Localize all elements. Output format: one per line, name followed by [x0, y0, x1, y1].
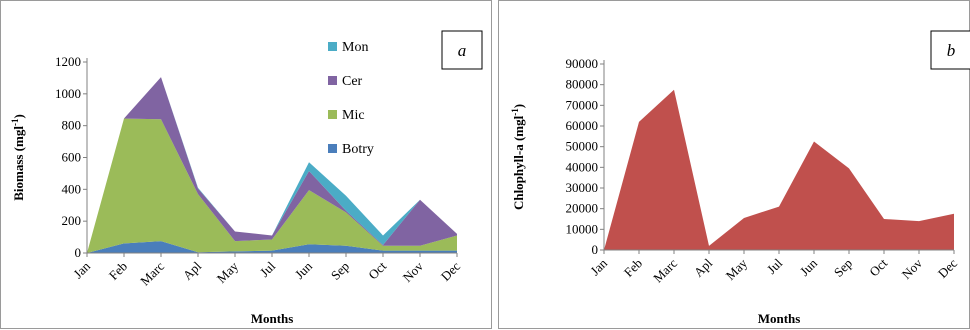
x-tick-label: Nov — [400, 258, 427, 285]
x-tick-label: Dec — [935, 255, 961, 281]
x-tick-label: Jul — [764, 255, 786, 277]
y-axis-title: Biomass (mgl-1) — [10, 114, 26, 201]
x-tick-label: Marc — [137, 258, 167, 288]
y-tick-label: 1200 — [55, 54, 81, 69]
x-tick-label: May — [214, 258, 242, 286]
x-tick-label: Apl — [691, 255, 716, 280]
legend-label-cer: Cer — [342, 74, 363, 89]
y-tick-label: 0 — [592, 242, 599, 257]
y-tick-label: 10000 — [566, 221, 599, 236]
panel-label-box — [930, 30, 970, 70]
x-tick-label: Nov — [899, 255, 926, 282]
x-tick-label: Jan — [587, 255, 610, 278]
y-tick-label: 1000 — [55, 86, 81, 101]
x-tick-label: Jun — [292, 258, 316, 282]
y-tick-label: 90000 — [566, 56, 599, 71]
x-axis-title: Months — [758, 311, 801, 326]
legend-swatch-botry — [328, 144, 337, 153]
panel-label: b — [947, 41, 956, 60]
y-axis-title-close: ) — [511, 104, 526, 108]
y-tick-label: 20000 — [566, 201, 599, 216]
chart-panel-b: 0 10000 20000 30000 40000 50000 60000 70000 8000… — [498, 0, 970, 329]
legend-label-mon: Mon — [342, 40, 368, 55]
y-axis-title-close: ) — [11, 114, 26, 118]
y-tick-label: 80000 — [566, 77, 599, 92]
area-series-chlorophyll — [604, 89, 954, 250]
area-series-botry — [87, 241, 457, 253]
x-tick-label: Feb — [621, 256, 645, 280]
y-axis-title-sup: -1 — [510, 108, 520, 116]
x-tick-label: Sep — [328, 259, 352, 283]
x-tick-label: Dec — [438, 258, 464, 284]
x-axis-title: Months — [251, 311, 294, 326]
y-tick-label: 400 — [62, 181, 82, 196]
y-tick-label: 600 — [62, 150, 82, 165]
area-series-mic — [87, 118, 457, 253]
x-tick-label: Jan — [70, 258, 93, 281]
y-axis-title-sup: -1 — [10, 118, 20, 126]
y-tick-label: 60000 — [566, 118, 599, 133]
legend-swatch-mon — [328, 42, 337, 51]
biomass-chart: 0 200 400 600 800 1000 1200 Jan Feb Marc Apl May Jul… — [10, 30, 483, 326]
x-tick-label: Apl — [180, 258, 205, 283]
panel-label: a — [458, 41, 467, 60]
y-tick-label: 50000 — [566, 139, 599, 154]
x-tick-label: Feb — [106, 259, 130, 283]
legend-swatch-mic — [328, 110, 337, 119]
legend-swatch-cer — [328, 76, 337, 85]
y-tick-label: 800 — [62, 118, 82, 133]
chart-panel-a: 0 200 400 600 800 1000 1200 Jan Feb Marc Apl May Jul… — [0, 0, 492, 329]
x-tick-label: Jul — [257, 258, 279, 280]
y-axis-title-main: Biomass (mgl — [11, 126, 26, 201]
y-tick-label: 30000 — [566, 180, 599, 195]
x-tick-label: Sep — [831, 256, 855, 280]
x-tick-label: Oct — [866, 255, 890, 279]
y-tick-label: 0 — [75, 245, 82, 260]
y-tick-label: 200 — [62, 213, 82, 228]
area-series-cer — [87, 77, 457, 253]
x-tick-label: Marc — [650, 255, 680, 285]
panel-label-box — [441, 30, 483, 70]
y-axis-title: Chlophyll-a (mgl-1) — [510, 104, 526, 210]
legend-label-mic: Mic — [342, 108, 365, 123]
chlorophyll-chart: 0 10000 20000 30000 40000 50000 60000 70000 8000… — [510, 30, 970, 326]
y-axis-title-main: Chlophyll-a (mgl — [511, 115, 526, 210]
y-tick-label: 40000 — [566, 159, 599, 174]
legend-label-botry: Botry — [342, 142, 374, 157]
x-tick-label: May — [723, 255, 751, 283]
x-tick-label: Jun — [797, 255, 821, 279]
x-tick-label: Oct — [365, 258, 389, 282]
y-tick-label: 70000 — [566, 97, 599, 112]
